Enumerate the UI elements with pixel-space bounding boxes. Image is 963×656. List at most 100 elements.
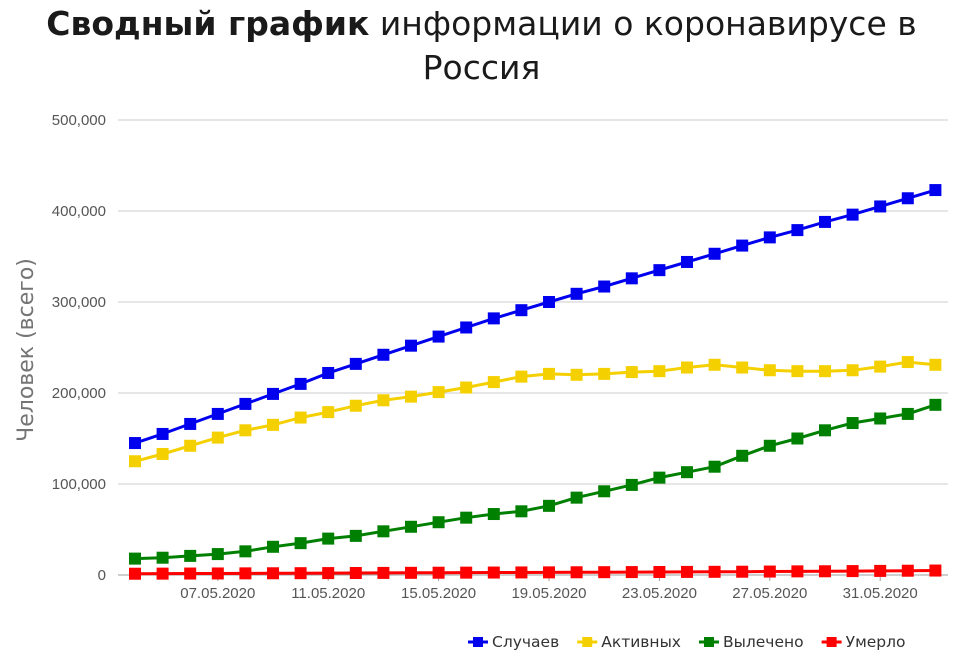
data-point: [598, 280, 611, 293]
series-line: [134, 360, 936, 463]
legend-item: Активных: [577, 633, 681, 651]
data-point: [239, 545, 252, 558]
data-point: [129, 455, 141, 468]
data-point: [515, 370, 528, 383]
x-tick-label: 15.05.2020: [401, 585, 476, 602]
data-point: [239, 397, 252, 410]
data-point: [184, 417, 197, 430]
data-point: [487, 508, 500, 521]
chart-title-bold: Сводный график: [46, 4, 370, 43]
data-point: [819, 365, 831, 378]
y-axis-label: Человек (всего): [14, 258, 39, 442]
data-point: [543, 566, 555, 579]
data-point: [681, 361, 693, 374]
data-point: [405, 520, 417, 533]
data-point: [543, 296, 555, 308]
data-point: [791, 365, 804, 378]
data-point: [846, 417, 859, 430]
data-point: [874, 200, 887, 213]
data-point: [901, 356, 914, 369]
data-point: [901, 192, 914, 205]
series-lines: [129, 184, 942, 580]
data-point: [405, 566, 417, 579]
series-line: [134, 569, 936, 576]
data-point: [929, 564, 942, 577]
series-Умерло: [129, 564, 942, 580]
data-point: [929, 358, 942, 371]
data-point: [708, 565, 721, 578]
legend-label: Умерло: [846, 633, 906, 651]
data-point: [349, 357, 362, 370]
data-point: [184, 549, 197, 562]
series-Активных: [129, 356, 942, 468]
data-point: [763, 565, 776, 578]
data-point: [239, 424, 252, 437]
data-point: [267, 540, 279, 553]
legend-item: Вылечено: [698, 633, 804, 651]
chart-title: Сводный график информации о коронавирусе…: [0, 2, 963, 90]
data-point: [570, 287, 583, 300]
data-point: [349, 566, 362, 579]
y-tick-label: 200,000: [52, 385, 106, 402]
x-tick-label: 23.05.2020: [622, 585, 697, 602]
data-point: [625, 566, 638, 579]
data-point: [570, 368, 583, 381]
legend-label: Активных: [601, 633, 681, 651]
data-point: [184, 439, 197, 452]
data-point: [322, 366, 335, 379]
y-tick-label: 0: [98, 567, 106, 584]
data-point: [156, 551, 169, 564]
data-point: [708, 460, 721, 473]
data-point: [598, 367, 611, 380]
data-point: [460, 511, 473, 524]
data-point: [736, 565, 749, 578]
x-tick-label: 27.05.2020: [732, 585, 807, 602]
data-point: [460, 381, 473, 394]
data-point: [211, 407, 224, 420]
data-point: [570, 566, 583, 579]
data-point: [929, 184, 942, 197]
data-point: [791, 565, 804, 578]
legend-label: Вылечено: [723, 633, 804, 651]
data-point: [460, 566, 473, 579]
data-point: [487, 312, 500, 325]
data-point: [405, 339, 417, 352]
data-point: [239, 567, 252, 580]
data-point: [460, 321, 473, 334]
data-point: [681, 466, 693, 479]
x-tick-label: 19.05.2020: [511, 585, 586, 602]
data-point: [322, 406, 335, 419]
data-point: [681, 255, 693, 268]
data-point: [432, 386, 445, 399]
data-point: [487, 376, 500, 389]
data-point: [377, 566, 390, 579]
data-point: [653, 365, 666, 378]
data-point: [349, 399, 362, 412]
legend-item: Случаев: [468, 633, 559, 651]
legend: Случаев Активных Вылечено Умерло: [468, 633, 906, 651]
data-point: [708, 358, 721, 371]
data-point: [625, 272, 638, 285]
legend-marker: [473, 637, 483, 647]
legend-item: Умерло: [821, 633, 906, 651]
data-point: [681, 565, 693, 578]
data-point: [377, 525, 390, 538]
data-point: [874, 412, 887, 425]
y-axis-ticks: 0 100,000 200,000 300,000 400,000 500,000: [52, 112, 106, 584]
data-point: [819, 215, 831, 228]
data-point: [156, 447, 169, 460]
data-point: [294, 411, 307, 424]
data-point: [294, 377, 307, 390]
data-point: [543, 499, 555, 512]
data-point: [129, 567, 141, 580]
series-Вылечено: [129, 398, 942, 565]
data-point: [515, 566, 528, 579]
y-tick-label: 500,000: [52, 112, 106, 129]
data-point: [294, 537, 307, 550]
data-point: [625, 478, 638, 491]
data-point: [598, 485, 611, 498]
data-point: [736, 449, 749, 462]
x-tick-label: 11.05.2020: [291, 585, 365, 602]
data-point: [211, 548, 224, 561]
data-point: [791, 432, 804, 445]
